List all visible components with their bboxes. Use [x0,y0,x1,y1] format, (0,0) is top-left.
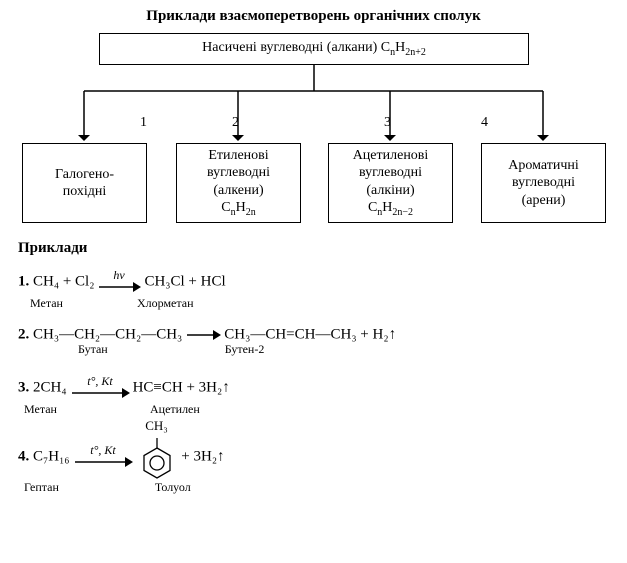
scheme-branch-line: вуглеводні [359,164,422,182]
equation-rhs-post: + 3H₂↑ [178,448,225,464]
scheme-branch-box: Етиленовівуглеводні(алкени)CnH2n [176,143,301,223]
equations-list: 1. CH₄ + Cl₂ hν CH₃Cl + HCl Метан Хлормета… [14,267,613,493]
equation-number: 4. [18,448,33,464]
equation: 3. 2CH₄ t°, Kt HC≡CH + 3H₂↑ Метан Ацетилен [18,373,613,415]
equation-main-line: 1. CH₄ + Cl₂ hν CH₃Cl + HCl [18,267,613,297]
equation-label-lhs: Бутан [18,342,108,356]
equation-labels-line: Бутан Бутен-2 [18,343,613,355]
equation: 1. CH₄ + Cl₂ hν CH₃Cl + HCl Метан Хлормета… [18,267,613,309]
examples-heading: Приклади [18,240,613,257]
equation-rhs: CH₃Cl + HCl [144,273,225,289]
scheme-branch-formula: CnH2n−2 [368,199,413,219]
equation-main-line: 4. C₇H₁₆ t°, Kt CH₃ + 3H₂↑ [18,433,613,481]
equation-number: 2. [18,326,33,342]
equation-main-line: 2. CH₃—CH₂—CH₂—CH₃ CH₃—CH=CH—CH₃ + H₂↑ [18,327,613,343]
equation-main-line: 3. 2CH₄ t°, Kt HC≡CH + 3H₂↑ [18,373,613,403]
benzene-ring-icon: CH₃ [138,433,176,481]
equation-label-lhs: Метан [18,402,57,416]
reaction-arrow-icon: t°, Kt [70,373,130,403]
scheme-branch-line: похідні [63,183,107,201]
equation-lhs: 2CH₄ [33,379,67,395]
scheme-container: Насичені вуглеводні (алкани) CnH2n+2 Гал… [14,33,614,228]
equation: 4. C₇H₁₆ t°, Kt CH₃ + 3H₂↑ Гептан Толуол [18,433,613,493]
scheme-branch-box: Ацетиленовівуглеводні(алкіни)CnH2n−2 [328,143,453,223]
scheme-branch-line: (арени) [522,192,566,210]
svg-text:t°, Kt: t°, Kt [87,374,113,388]
equation-label-lhs: Метан [18,296,63,310]
scheme-branch-line: (алкени) [213,182,263,200]
equation-labels-line: Метан Ацетилен [18,403,613,415]
page-root: Приклади взаємоперетворень органічних сп… [0,0,627,563]
scheme-branch-line: Етиленові [208,147,268,165]
scheme-branch-box: Ароматичнівуглеводні(арени) [481,143,606,223]
equation-rhs: HC≡CH + 3H₂↑ [133,379,230,395]
equation-lhs: CH₃—CH₂—CH₂—CH₃ [33,326,182,342]
equation-label-rhs: Бутен-2 [168,342,265,356]
equation-lhs: C₇H₁₆ [33,448,70,464]
scheme-branch-line: вуглеводні [512,174,575,192]
reaction-arrow-icon: t°, Kt [73,442,133,472]
equation-number: 1. [18,273,33,289]
equation-label-rhs: Толуол [143,480,191,494]
equation-labels-line: Метан Хлорметан [18,297,613,309]
equation-number: 3. [18,379,33,395]
scheme-branch-number: 3 [384,115,391,131]
equation-lhs: CH₄ + Cl₂ [33,273,94,289]
scheme-branch-number: 2 [232,115,239,131]
scheme-top-box: Насичені вуглеводні (алкани) CnH2n+2 [99,33,529,65]
svg-text:t°, Kt: t°, Kt [90,443,116,457]
scheme-branch-number: 1 [140,115,147,131]
scheme-branch-line: Ацетиленові [353,147,429,165]
scheme-branch-line: Галогено- [55,166,114,184]
equation-rhs: CH₃—CH=CH—CH₃ + H₂↑ [224,326,396,342]
equation-label-rhs: Хлорметан [131,296,194,310]
scheme-branch-formula: CnH2n [221,199,255,219]
svg-text:hν: hν [114,268,126,282]
scheme-top-text: Насичені вуглеводні (алкани) CnH2n+2 [202,39,426,59]
equation-label-rhs: Ацетилен [141,402,200,416]
equation-labels-line: Гептан Толуол [18,481,613,493]
scheme-branch-line: Ароматичні [508,157,579,175]
reaction-arrow-icon: hν [97,267,141,297]
reaction-arrow-icon [185,327,221,343]
scheme-branch-number: 4 [481,115,488,131]
page-title: Приклади взаємоперетворень органічних сп… [14,8,613,25]
scheme-branch-line: (алкіни) [366,182,414,200]
benzene-substituent: CH₃ [138,419,176,432]
scheme-branch-box: Галогено-похідні [22,143,147,223]
scheme-branch-line: вуглеводні [207,164,270,182]
equation: 2. CH₃—CH₂—CH₂—CH₃ CH₃—CH=CH—CH₃ + H₂↑ Бу… [18,327,613,355]
equation-label-lhs: Гептан [18,480,59,494]
